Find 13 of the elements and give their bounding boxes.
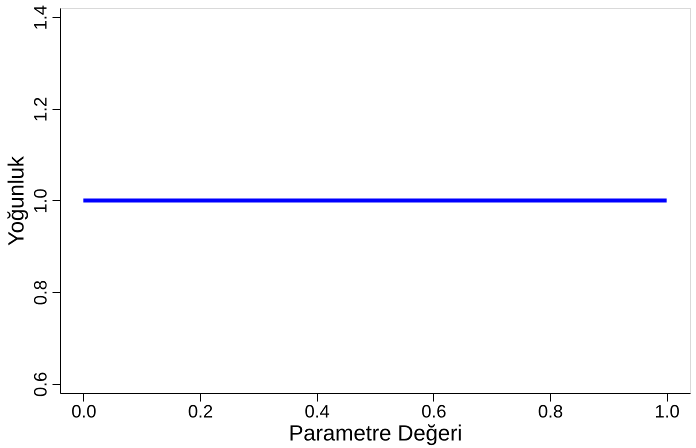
x-tick-label: 0.2 [188,402,214,422]
y-tick-label: 0.8 [30,280,50,306]
y-tick-label: 1.2 [30,96,50,122]
x-tick-label: 0.6 [421,402,446,422]
x-axis-title: Parametre Değeri [288,420,462,446]
x-tick-label: 0.4 [304,402,330,422]
y-axis-title: Yoğunluk [4,155,28,246]
y-tick-label: 1.0 [30,188,50,214]
x-tick-label: 0.0 [71,402,96,422]
y-tick-label: 1.4 [30,5,50,30]
y-tick-label: 0.6 [30,372,50,397]
x-tick-label: 0.8 [538,402,564,422]
x-tick-label: 1.0 [654,402,680,422]
